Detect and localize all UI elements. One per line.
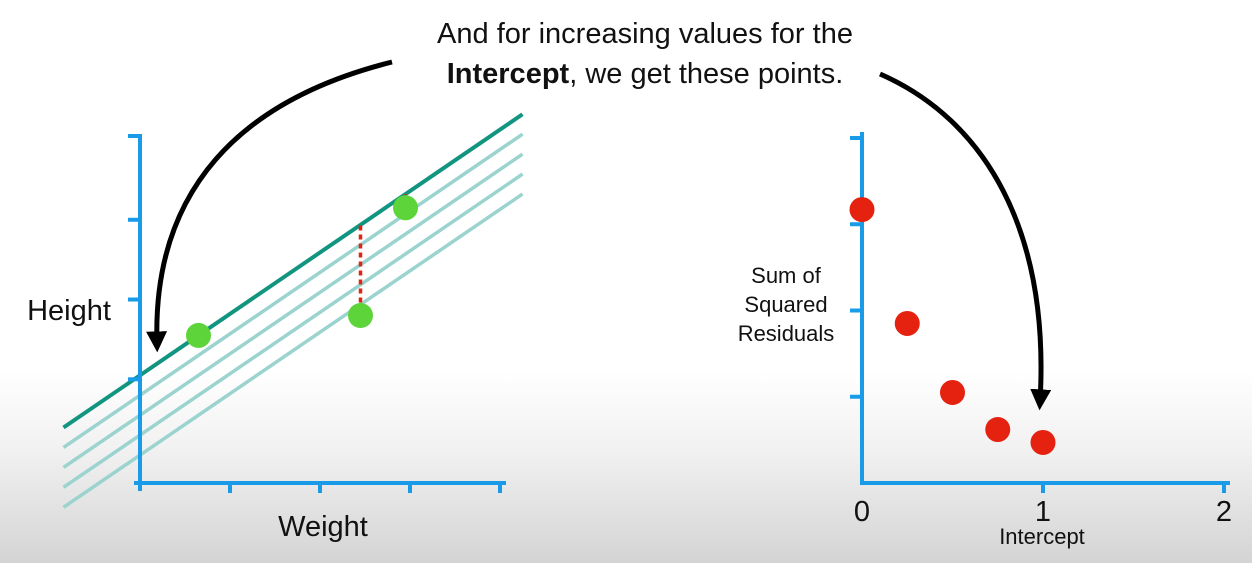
- residual-lines: [358, 194, 408, 303]
- regression-lines: [62, 112, 524, 509]
- arrow-to-right-chart: [878, 71, 1052, 411]
- data-point-0: [186, 322, 211, 348]
- data-point-1: [348, 302, 373, 328]
- x-axis-label-intercept: Intercept: [999, 524, 1085, 549]
- right-x-tick-label-2: 2: [1216, 496, 1232, 528]
- ssr-point-2: [940, 379, 965, 405]
- shifted-regression-line-1: [62, 152, 524, 469]
- data-points: [186, 195, 418, 348]
- ssr-point-4: [1030, 429, 1056, 455]
- caption: And for increasing values for the Interc…: [300, 14, 990, 94]
- right-axes: [850, 132, 1230, 493]
- caption-line-2: Intercept, we get these points.: [300, 54, 990, 94]
- y-axis-label-ssr-line-1: Squared: [744, 292, 827, 317]
- arrow-to-left-chart: [146, 59, 393, 353]
- caption-line-2-rest: , we get these points.: [569, 58, 844, 90]
- ssr-points: [849, 197, 1056, 455]
- ssr-point-0: [849, 197, 875, 223]
- right-x-tick-label-0: 0: [854, 496, 870, 528]
- y-axis-label-ssr-line-2: Residuals: [738, 321, 835, 346]
- right-chart: 0 1 2 Intercept Sum of Squared Residuals: [738, 132, 1232, 549]
- shifted-regression-line-0: [62, 132, 524, 449]
- y-axis-label-height: Height: [27, 295, 111, 327]
- right-x-tick-label-1: 1: [1035, 496, 1051, 528]
- ssr-point-1: [894, 310, 920, 336]
- ssr-point-3: [985, 417, 1011, 443]
- shifted-regression-line-3: [62, 192, 524, 509]
- left-chart: Weight Height: [27, 112, 524, 543]
- y-axis-label-ssr-line-0: Sum of: [751, 263, 822, 288]
- caption-line-1: And for increasing values for the: [437, 18, 853, 50]
- x-axis-label-weight: Weight: [278, 511, 368, 543]
- caption-bold-word: Intercept: [446, 58, 570, 90]
- right-x-tick-labels: 0 1 2: [854, 496, 1232, 528]
- left-axes: [128, 134, 506, 493]
- y-axis-label-ssr: Sum of Squared Residuals: [738, 263, 835, 346]
- data-point-2: [393, 195, 418, 221]
